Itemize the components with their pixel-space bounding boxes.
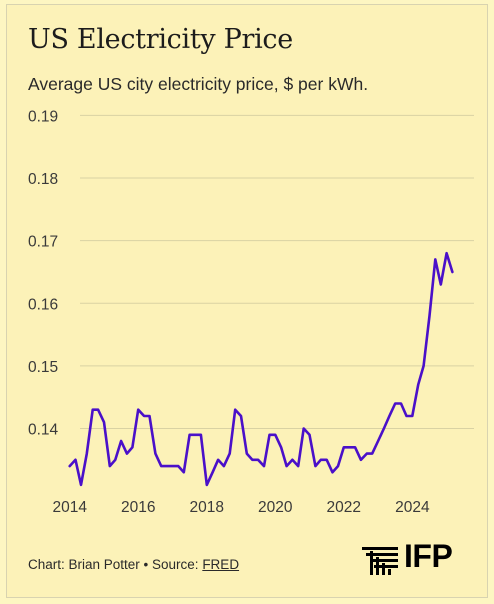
x-tick-label: 2016 — [121, 499, 155, 516]
x-axis-ticks: 2014 2016 2018 2020 2022 2024 — [52, 499, 429, 516]
chart-footer: Chart: Brian Potter • Source: FRED — [28, 557, 239, 572]
y-tick-label: 0.19 — [28, 108, 58, 125]
x-tick-label: 2014 — [52, 499, 87, 516]
logo-text: IFP — [404, 538, 453, 574]
credit-text: Chart: Brian Potter • Source: — [28, 557, 203, 572]
y-tick-label: 0.16 — [28, 296, 58, 313]
series-layer — [68, 251, 454, 487]
x-tick-label: 2022 — [327, 499, 361, 516]
x-tick-label: 2020 — [258, 499, 293, 516]
chart-card — [6, 4, 488, 598]
y-tick-label: 0.15 — [28, 359, 58, 376]
chart-title: US Electricity Price — [28, 24, 293, 55]
gridlines — [80, 114, 474, 430]
source-link[interactable]: FRED — [202, 557, 240, 572]
y-tick-label: 0.17 — [28, 234, 58, 251]
series-line-0 — [68, 251, 454, 487]
chart-subtitle: Average US city electricity price, $ per… — [28, 74, 369, 94]
ifp-stripes-logo-icon — [362, 547, 398, 575]
y-axis-ticks: 0.14 0.15 0.16 0.17 0.18 0.19 — [28, 108, 59, 438]
x-tick-label: 2018 — [190, 499, 224, 516]
y-tick-label: 0.14 — [28, 422, 59, 439]
x-tick-label: 2024 — [395, 499, 430, 516]
y-tick-label: 0.18 — [28, 171, 58, 188]
